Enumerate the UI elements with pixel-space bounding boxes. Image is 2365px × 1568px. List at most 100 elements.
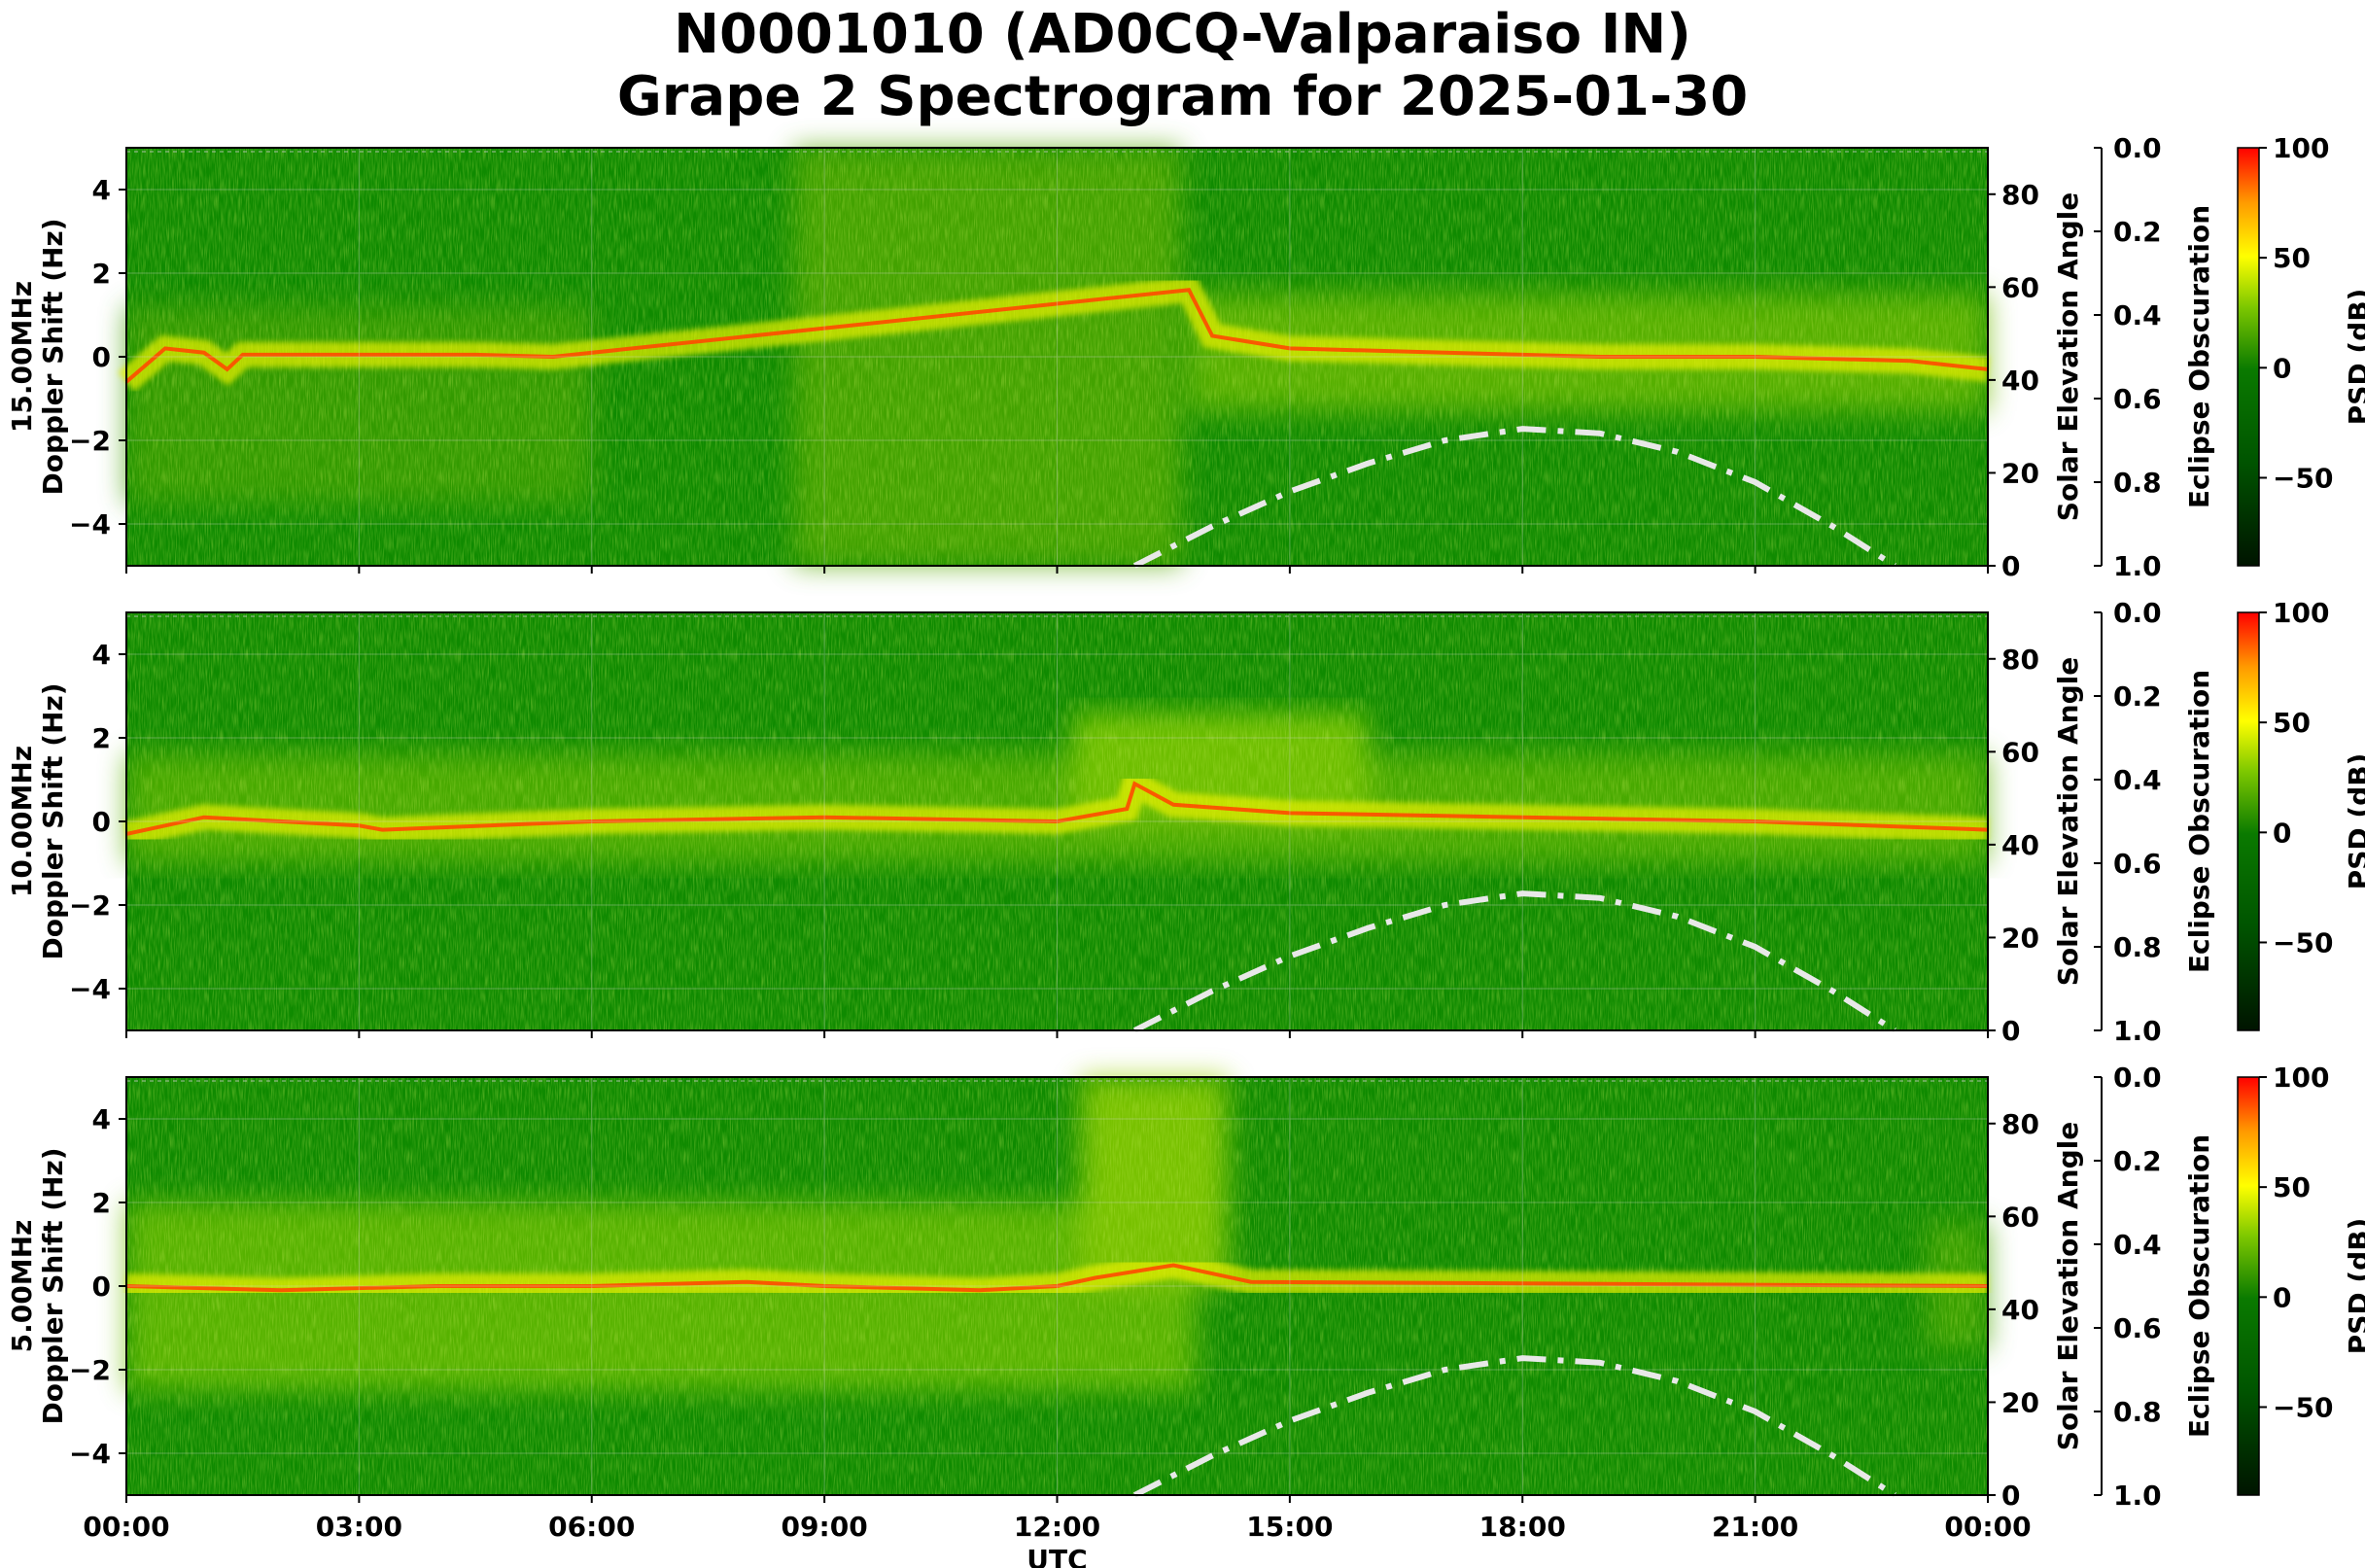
y2-tick-label: 20 xyxy=(2001,1386,2039,1418)
y-tick-label: −4 xyxy=(69,508,111,540)
y2-tick-label: 80 xyxy=(2001,644,2039,676)
y-tick-label: 2 xyxy=(92,1187,111,1219)
x-tick-label: 00:00 xyxy=(83,1511,169,1543)
solar-elevation-curve xyxy=(1132,890,1896,1033)
colorbar xyxy=(2237,611,2260,1031)
colorbar xyxy=(2237,1076,2260,1496)
colorbar-label: PSD (dB) xyxy=(2343,1218,2365,1355)
panel-5.00MHz: 420−2−45.00MHz Doppler Shift (Hz)80604020… xyxy=(6,1062,2365,1568)
x-tick-label: 12:00 xyxy=(1014,1511,1100,1543)
y3-axis-label: Eclipse Obscuration xyxy=(2183,205,2215,508)
y2-axis-label: Solar Elevation Angle xyxy=(2052,1122,2084,1450)
y3-tick-label: 0.6 xyxy=(2113,383,2162,415)
cb-tick-label: −50 xyxy=(2273,926,2333,958)
colorbar-label: PSD (dB) xyxy=(2343,753,2365,890)
doppler-trace xyxy=(125,781,1989,836)
y3-tick-label: 1.0 xyxy=(2113,1480,2162,1512)
y3-tick-label: 0.4 xyxy=(2113,299,2162,331)
y2-tick-label: 40 xyxy=(2001,829,2039,861)
y-tick-label: 0 xyxy=(92,1271,111,1303)
y-tick-label: 0 xyxy=(92,806,111,838)
grid xyxy=(125,148,1989,566)
y3-tick-label: 0.6 xyxy=(2113,1312,2162,1344)
x-tick-label: 03:00 xyxy=(316,1511,402,1543)
chart-subtitle: Grape 2 Spectrogram for 2025-01-30 xyxy=(616,65,1749,128)
x-tick-label: 18:00 xyxy=(1479,1511,1566,1543)
cb-tick-label: 0 xyxy=(2273,1281,2291,1313)
y2-tick-label: 60 xyxy=(2001,1201,2039,1233)
y2-tick-label: 40 xyxy=(2001,1294,2039,1326)
y3-axis-label: Eclipse Obscuration xyxy=(2183,670,2215,973)
y2-tick-label: 40 xyxy=(2001,365,2039,397)
y3-tick-label: 1.0 xyxy=(2113,550,2162,582)
y3-tick-label: 0.8 xyxy=(2113,1396,2162,1428)
panel-10.00MHz: 420−2−410.00MHz Doppler Shift (Hz)8060402… xyxy=(6,597,2365,1047)
colorbar xyxy=(2237,147,2260,567)
cb-tick-label: 100 xyxy=(2273,597,2329,629)
y2-tick-label: 0 xyxy=(2001,550,2020,582)
y-tick-label: −2 xyxy=(69,889,111,922)
y3-tick-label: 0.4 xyxy=(2113,764,2162,796)
y3-tick-label: 0.6 xyxy=(2113,848,2162,880)
cb-tick-label: 50 xyxy=(2273,1171,2311,1203)
y3-tick-label: 0.0 xyxy=(2113,132,2162,164)
y-axis-label: Doppler Shift (Hz) xyxy=(37,218,69,495)
y3-tick-label: 0.2 xyxy=(2113,1145,2162,1177)
y3-tick-label: 0.4 xyxy=(2113,1229,2162,1261)
cb-tick-label: 50 xyxy=(2273,242,2311,274)
solar-elevation-curve xyxy=(1132,1355,1896,1498)
solar-elevation-curve xyxy=(1132,426,1896,569)
y2-tick-label: 60 xyxy=(2001,736,2039,768)
y3-tick-label: 0.8 xyxy=(2113,931,2162,963)
y2-tick-label: 0 xyxy=(2001,1015,2020,1047)
colorbar-label: PSD (dB) xyxy=(2343,289,2365,426)
y-axis-label: Doppler Shift (Hz) xyxy=(37,1147,69,1424)
band-label: 15.00MHz xyxy=(6,281,38,433)
y2-axis-label: Solar Elevation Angle xyxy=(2052,192,2084,521)
y3-tick-label: 1.0 xyxy=(2113,1015,2162,1047)
y3-axis-label: Eclipse Obscuration xyxy=(2183,1134,2215,1438)
y-tick-label: 4 xyxy=(92,174,111,206)
x-tick-label: 21:00 xyxy=(1712,1511,1798,1543)
y-tick-label: 4 xyxy=(92,1103,111,1135)
cb-tick-label: 100 xyxy=(2273,1062,2329,1094)
y-tick-label: −2 xyxy=(69,425,111,457)
band-label: 10.00MHz xyxy=(6,746,38,897)
y-tick-label: −2 xyxy=(69,1354,111,1386)
panel-15.00MHz: 420−2−415.00MHz Doppler Shift (Hz)8060402… xyxy=(6,132,2365,582)
cb-tick-label: 100 xyxy=(2273,132,2329,164)
y3-tick-label: 0.2 xyxy=(2113,680,2162,713)
y2-tick-label: 80 xyxy=(2001,179,2039,211)
y3-tick-label: 0.0 xyxy=(2113,597,2162,629)
doppler-trace xyxy=(124,288,1989,384)
y-tick-label: 4 xyxy=(92,639,111,671)
y2-tick-label: 60 xyxy=(2001,271,2039,303)
y-tick-label: −4 xyxy=(69,973,111,1005)
x-tick-label: 06:00 xyxy=(548,1511,635,1543)
band-label: 5.00MHz xyxy=(6,1220,38,1353)
y2-tick-label: 0 xyxy=(2001,1480,2020,1512)
y-tick-label: 2 xyxy=(92,258,111,290)
y-tick-label: −4 xyxy=(69,1438,111,1470)
doppler-trace xyxy=(125,1263,1989,1293)
y2-tick-label: 20 xyxy=(2001,457,2039,489)
y3-tick-label: 0.8 xyxy=(2113,467,2162,499)
cb-tick-label: 50 xyxy=(2273,707,2311,739)
y2-axis-label: Solar Elevation Angle xyxy=(2052,657,2084,986)
x-tick-label: 00:00 xyxy=(1944,1511,2031,1543)
cb-tick-label: 0 xyxy=(2273,352,2291,384)
y-tick-label: 2 xyxy=(92,722,111,754)
x-axis-label: UTC xyxy=(1026,1544,1087,1568)
y2-tick-label: 80 xyxy=(2001,1108,2039,1140)
y3-tick-label: 0.2 xyxy=(2113,216,2162,248)
y2-tick-label: 20 xyxy=(2001,922,2039,954)
x-tick-label: 09:00 xyxy=(782,1511,868,1543)
x-tick-label: 15:00 xyxy=(1246,1511,1333,1543)
y-axis-label: Doppler Shift (Hz) xyxy=(37,682,69,959)
cb-tick-label: −50 xyxy=(2273,1391,2333,1423)
cb-tick-label: −50 xyxy=(2273,462,2333,494)
chart-title: N0001010 (AD0CQ-Valparaiso IN) xyxy=(674,3,1691,66)
cb-tick-label: 0 xyxy=(2273,817,2291,849)
y-tick-label: 0 xyxy=(92,341,111,373)
